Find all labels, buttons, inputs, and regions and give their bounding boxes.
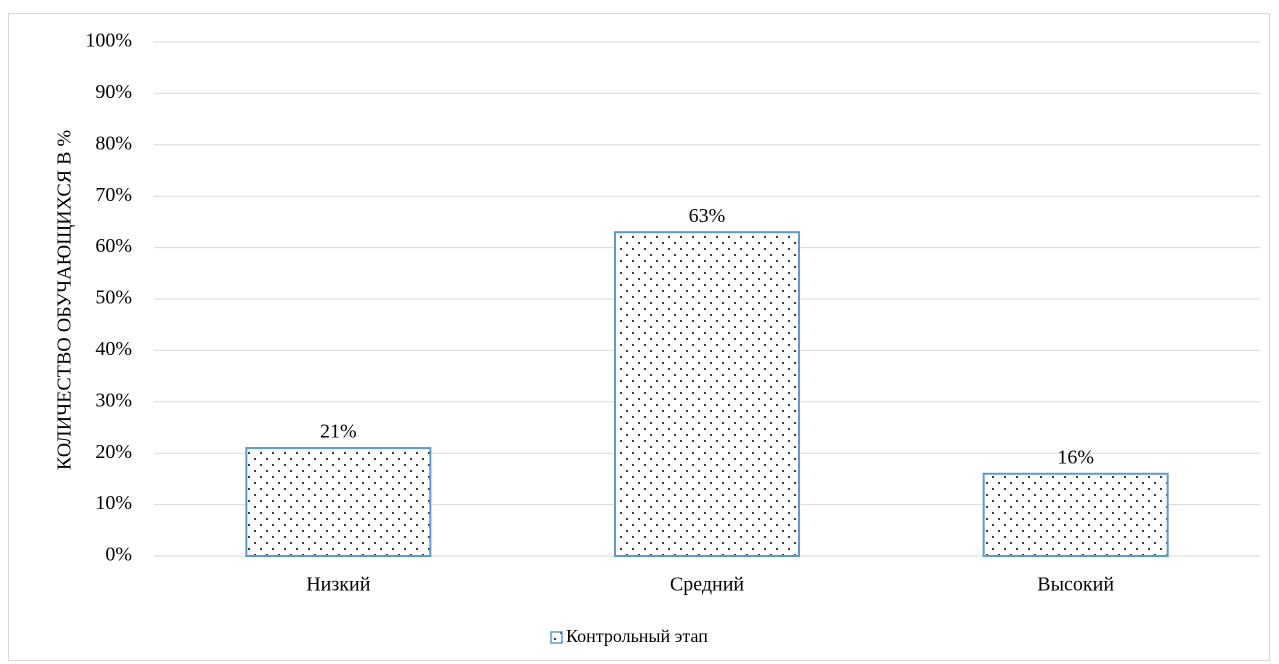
y-tick-label: 80% (95, 132, 132, 154)
y-tick-label: 0% (105, 544, 132, 566)
y-tick-label: 60% (95, 235, 132, 257)
legend-label: Контрольный этап (566, 626, 708, 646)
y-tick-label: 30% (95, 389, 132, 411)
data-label: 63% (689, 205, 726, 227)
y-axis-label: КОЛИЧЕСТВО ОБУЧАЮЩИХСЯ В % (54, 130, 76, 470)
y-tick-label: 40% (95, 338, 132, 360)
bar (982, 472, 1169, 558)
data-label: 16% (1057, 446, 1094, 468)
x-tick-label: Высокий (1037, 574, 1114, 596)
y-tick-label: 70% (95, 184, 132, 206)
y-tick-label: 50% (95, 287, 132, 309)
bar (245, 447, 432, 557)
legend: Контрольный этап (550, 626, 708, 646)
y-tick-label: 90% (95, 81, 132, 103)
legend-swatch (550, 631, 563, 644)
bars (245, 231, 1169, 558)
x-tick-label: Средний (670, 574, 745, 596)
x-tick-label: Низкий (306, 574, 370, 596)
data-label: 21% (320, 421, 357, 443)
y-tick-label: 100% (85, 30, 132, 52)
data-labels: 21% 63% 16% (320, 205, 1094, 469)
x-axis-ticks: Низкий Средний Высокий (306, 574, 1114, 596)
y-tick-label: 10% (95, 492, 132, 514)
bar (614, 231, 800, 557)
y-axis-ticks: 0% 10% 20% 30% 40% 50% 60% 70% 80% 90% 100% (85, 30, 132, 566)
y-tick-label: 20% (95, 441, 132, 463)
